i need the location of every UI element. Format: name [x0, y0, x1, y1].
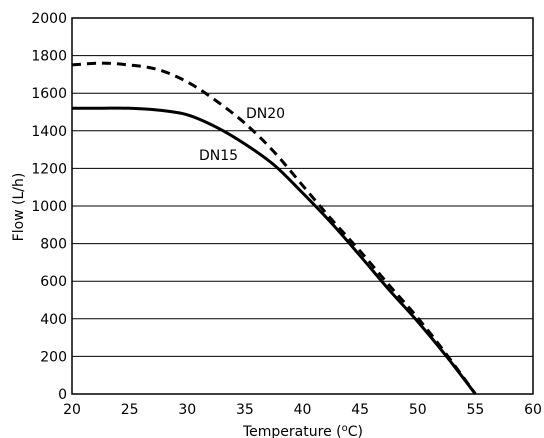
- x-tick-label: 40: [294, 402, 312, 418]
- series-lines: [71, 61, 477, 395]
- x-tick-label: 35: [236, 402, 254, 418]
- x-tick-labels: 20 25 30 35 40 45 50 55 60: [63, 402, 542, 418]
- y-tick-label: 1000: [31, 199, 67, 215]
- grid-lines: [72, 17, 533, 395]
- y-tick-label: 600: [40, 274, 67, 290]
- y-tick-label: 1800: [31, 49, 67, 65]
- x-tick-label: 55: [466, 402, 484, 418]
- y-tick-label: 1600: [31, 86, 67, 102]
- series-label-dn15: DN15: [199, 148, 238, 164]
- y-tick-label: 0: [58, 387, 67, 403]
- x-tick-label: 20: [63, 402, 81, 418]
- series-label-dn20: DN20: [246, 106, 285, 122]
- y-tick-labels: 0 200 400 600 800 1000 1200 1400 1600 1800 2000: [31, 11, 67, 403]
- x-tick-label: 30: [178, 402, 196, 418]
- y-tick-label: 1200: [31, 161, 67, 177]
- x-tick-label: 50: [409, 402, 427, 418]
- plot-frame: [71, 17, 534, 395]
- x-tick-label: 25: [121, 402, 139, 418]
- x-axis-label: Temperature (oC): [242, 423, 363, 438]
- y-tick-label: 1400: [31, 124, 67, 140]
- y-axis-label: Flow (L/h): [11, 173, 27, 242]
- x-axis-label-superscript: o: [342, 423, 348, 434]
- x-axis-label-main: Temperature (: [242, 424, 342, 438]
- series-line-dn20: [71, 61, 477, 395]
- x-axis-label-tail: C): [348, 424, 363, 438]
- x-tick-label: 45: [351, 402, 369, 418]
- y-tick-label: 200: [40, 349, 67, 365]
- y-tick-label: 2000: [31, 11, 67, 27]
- y-tick-label: 400: [40, 312, 67, 328]
- series-line-dn15: [72, 106, 477, 395]
- x-tick-label: 60: [524, 402, 542, 418]
- y-tick-label: 800: [40, 237, 67, 253]
